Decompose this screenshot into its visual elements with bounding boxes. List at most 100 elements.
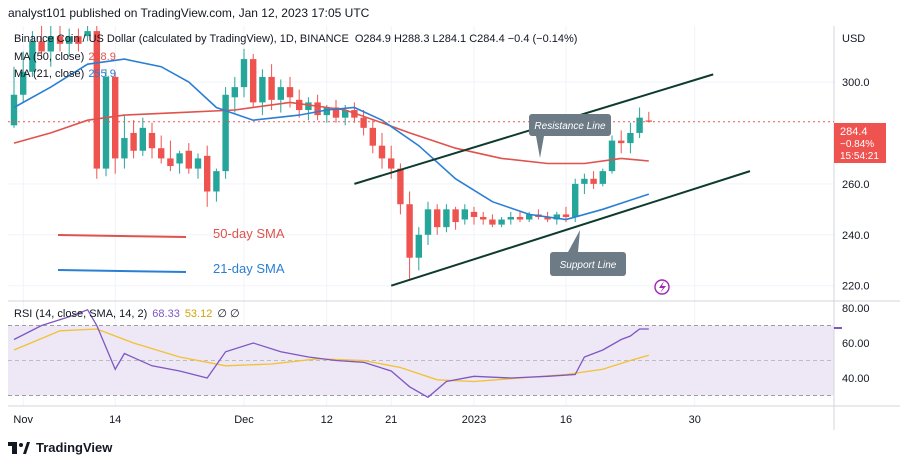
candle-body xyxy=(636,117,643,133)
candle xyxy=(599,168,606,187)
svg-text:RSI (14, close, SMA, 14, 2)68.: RSI (14, close, SMA, 14, 2) 68.33 53.12 ∅ ∅ xyxy=(14,308,240,320)
candle-body xyxy=(443,209,450,228)
time-tick-label: 2023 xyxy=(462,414,486,426)
sma21-legend-swatch xyxy=(57,269,187,273)
candle-body xyxy=(158,148,165,159)
candle-body xyxy=(342,110,349,118)
candle xyxy=(507,211,514,225)
rsi-legend-name: RSI (14, close, SMA, 14, 2) xyxy=(14,308,147,320)
price-legend: Binance Coin / US Dollar (calculated by … xyxy=(14,33,577,80)
candle xyxy=(572,178,579,223)
price-tag-price: 284.4 xyxy=(840,126,868,138)
candle xyxy=(240,48,248,98)
candle-body xyxy=(378,145,386,159)
candle-body xyxy=(397,168,404,205)
candle xyxy=(378,132,386,169)
candle xyxy=(56,26,64,52)
candle xyxy=(608,135,616,174)
candle xyxy=(250,54,257,108)
candle-body xyxy=(29,41,36,72)
candle xyxy=(480,211,487,225)
candle xyxy=(204,145,211,207)
price-tick-label: 220.0 xyxy=(842,281,870,293)
candle xyxy=(259,69,266,116)
candle xyxy=(332,99,340,123)
candle-body xyxy=(121,138,128,159)
candle-body xyxy=(332,107,340,118)
rsi-sma-line xyxy=(13,328,649,383)
tradingview-footer[interactable]: TradingView xyxy=(8,440,112,455)
candle-body xyxy=(544,216,551,220)
candle xyxy=(38,26,45,60)
candle xyxy=(20,51,27,103)
candle-body xyxy=(581,178,588,184)
candle-body xyxy=(185,150,192,169)
candle xyxy=(231,76,238,113)
candle-body xyxy=(645,120,652,122)
candle-body xyxy=(599,171,606,184)
time-axis-ticks: Nov 14 Dec 12 21 2023 16 30 xyxy=(13,414,701,426)
candle-body xyxy=(314,102,321,116)
rsi-value-tag xyxy=(834,327,842,329)
ohlc-values: O284.9 H288.3 L284.1 C284.4 −0.4 (−0.14%… xyxy=(355,33,578,45)
candle xyxy=(75,28,82,52)
candle-body xyxy=(461,209,468,220)
rsi-legend-extra: ∅ ∅ xyxy=(217,308,239,320)
rsi-tick-label: 80.00 xyxy=(842,303,870,315)
price-tag: 284.4 −0.84% 15:54:21 xyxy=(834,123,886,163)
currency-label: USD xyxy=(842,33,865,45)
candle-body xyxy=(415,234,422,258)
publish-header: analyst101 published on TradingView.com,… xyxy=(8,6,370,20)
candle-body xyxy=(112,76,119,159)
candle-body xyxy=(213,171,220,192)
candle xyxy=(645,111,652,123)
candle-body xyxy=(194,158,202,169)
candle xyxy=(222,87,229,179)
candle xyxy=(314,94,321,121)
candle-body xyxy=(424,209,432,235)
candle-body xyxy=(434,209,441,228)
candle-body xyxy=(480,216,487,220)
price-tick-label: 300.0 xyxy=(842,77,870,89)
candle-body xyxy=(139,127,146,151)
candle xyxy=(158,135,165,164)
candle xyxy=(176,150,183,174)
candle-body xyxy=(286,87,294,98)
candle-body xyxy=(618,140,625,144)
ma50-legend-name: MA (50, close) xyxy=(14,51,84,63)
candle-body xyxy=(562,214,570,217)
candle-body xyxy=(553,214,560,220)
rsi-tick-label: 40.00 xyxy=(842,373,870,385)
candle-body xyxy=(498,219,505,225)
time-tick-label: Nov xyxy=(13,414,33,426)
support-callout: Support Line xyxy=(550,230,626,276)
candle-body xyxy=(148,132,156,149)
candle xyxy=(498,216,505,228)
candle xyxy=(636,107,643,139)
svg-text:MA (50, close)268.9: MA (50, close) 268.9 xyxy=(14,51,116,63)
candle-body xyxy=(489,219,496,225)
candle-body xyxy=(296,99,303,111)
resistance-callout: Resistance Line xyxy=(529,114,611,158)
time-tick-label: 21 xyxy=(385,414,397,426)
candle-body xyxy=(406,204,413,258)
candle xyxy=(167,140,174,172)
candle-body xyxy=(93,31,100,169)
ma50-line xyxy=(13,101,649,165)
candle xyxy=(93,26,100,179)
candle xyxy=(47,26,54,67)
ma21-legend-name: MA (21, close) xyxy=(14,68,84,80)
candle-body xyxy=(388,158,395,169)
price-tick-label: 240.0 xyxy=(842,230,870,242)
candle xyxy=(139,117,146,156)
sma21-legend-label: 21-day SMA xyxy=(213,261,285,276)
candle-body xyxy=(259,76,266,103)
lightning-event-icon[interactable] xyxy=(654,279,670,295)
price-tick-label: 260.0 xyxy=(842,179,870,191)
rsi-tick-label: 60.00 xyxy=(842,338,870,350)
support-trendline[interactable] xyxy=(390,170,751,287)
candle xyxy=(397,163,404,215)
candle-body xyxy=(369,127,376,146)
resistance-callout-text: Resistance Line xyxy=(534,121,606,132)
